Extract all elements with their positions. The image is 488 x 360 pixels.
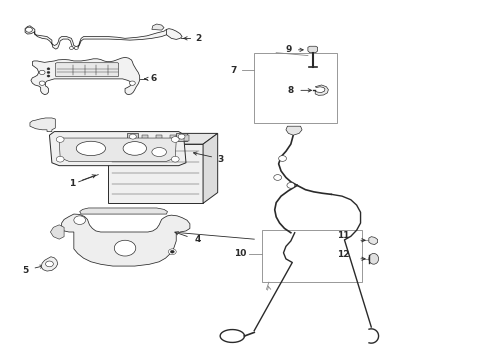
Polygon shape [55,63,119,77]
Bar [261,230,361,282]
Polygon shape [315,85,328,95]
Bar [176,133,186,140]
Circle shape [286,183,294,188]
Circle shape [168,249,176,255]
Polygon shape [41,257,58,271]
Text: 2: 2 [194,34,201,43]
Polygon shape [59,138,176,161]
Circle shape [178,134,184,139]
Circle shape [25,27,32,32]
Circle shape [69,46,73,49]
Text: 7: 7 [230,66,237,75]
Text: 1: 1 [68,179,75,188]
Polygon shape [166,29,182,40]
Circle shape [171,136,179,142]
Circle shape [74,216,85,225]
Bar [142,135,148,141]
Text: 8: 8 [287,86,294,95]
Text: 5: 5 [22,266,28,275]
Bar [127,133,138,140]
Bar [169,135,175,141]
Circle shape [56,136,64,142]
Circle shape [129,134,136,139]
Ellipse shape [368,253,378,264]
Polygon shape [25,26,35,34]
Polygon shape [61,214,189,266]
Circle shape [171,156,179,162]
Bar [156,135,162,141]
Ellipse shape [76,141,105,156]
Polygon shape [108,134,217,144]
Circle shape [47,68,50,70]
Circle shape [45,261,53,267]
Circle shape [47,75,50,77]
Text: 11: 11 [336,231,348,240]
Polygon shape [368,237,377,244]
Polygon shape [34,30,170,49]
Polygon shape [307,46,317,53]
Polygon shape [203,134,217,203]
Circle shape [114,240,136,256]
Polygon shape [285,126,302,135]
Text: 12: 12 [336,250,348,259]
Circle shape [39,81,45,85]
Bar [183,135,189,141]
Polygon shape [31,57,140,95]
Text: 3: 3 [217,155,224,164]
Ellipse shape [152,148,166,157]
Circle shape [273,175,281,180]
Bar [108,144,203,203]
Circle shape [278,156,286,161]
Circle shape [170,250,174,253]
Circle shape [74,46,78,49]
Ellipse shape [123,141,146,155]
Bar [254,53,336,123]
Polygon shape [30,118,55,132]
Text: 6: 6 [151,75,157,84]
Text: 9: 9 [285,45,292,54]
Circle shape [129,81,135,85]
Polygon shape [80,208,167,214]
Circle shape [56,156,64,162]
Polygon shape [50,225,64,239]
Circle shape [39,70,45,75]
Text: 10: 10 [233,249,245,258]
Polygon shape [152,24,163,30]
Polygon shape [49,132,185,166]
Circle shape [47,71,50,73]
Text: 4: 4 [194,235,201,244]
